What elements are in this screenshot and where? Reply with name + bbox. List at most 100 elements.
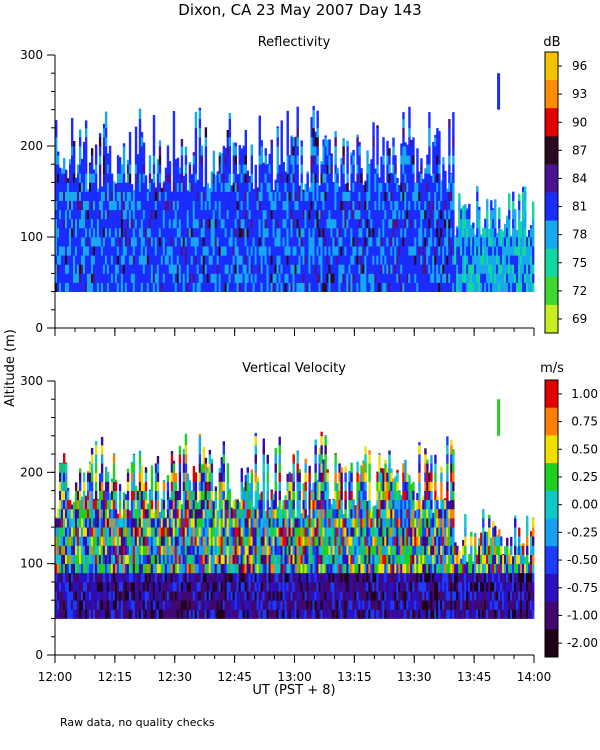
heatmap-cell: [430, 218, 433, 229]
heatmap-cell: [208, 518, 212, 528]
heatmap-cell: [226, 591, 230, 601]
heatmap-cell: [428, 237, 431, 247]
heatmap-cell: [192, 600, 196, 610]
heatmap-cell: [208, 527, 212, 537]
heatmap-cell: [272, 218, 275, 229]
heatmap-cell: [80, 237, 84, 247]
heatmap-cell: [78, 255, 82, 265]
heatmap-cell: [454, 273, 457, 283]
heatmap-cell: [176, 490, 180, 501]
heatmap-cell: [296, 237, 299, 247]
heatmap-cell: [218, 152, 222, 156]
heatmap-cell: [228, 246, 232, 256]
heatmap-cell: [220, 200, 224, 211]
heatmap-cell: [330, 237, 333, 247]
heatmap-cell: [96, 237, 100, 247]
heatmap-cell: [68, 554, 72, 565]
heatmap-cell: [240, 218, 244, 229]
heatmap-cell: [252, 237, 255, 247]
heatmap-cell: [146, 273, 150, 283]
heatmap-cell: [208, 554, 212, 565]
heatmap-cell: [57, 182, 60, 192]
heatmap-cell: [462, 273, 465, 283]
heatmap-cell: [178, 591, 182, 601]
heatmap-cell: [228, 155, 232, 165]
heatmap-cell: [330, 255, 333, 265]
heatmap-cell: [526, 264, 529, 274]
heatmap-cell: [326, 182, 329, 192]
heatmap-cell: [276, 146, 279, 156]
heatmap-cell: [142, 554, 146, 565]
heatmap-cell: [364, 282, 367, 292]
heatmap-cell: [220, 173, 224, 183]
heatmap-cell: [206, 536, 210, 546]
heatmap-cell: [104, 118, 108, 129]
heatmap-cell: [416, 164, 419, 174]
heatmap-cell: [224, 536, 228, 546]
heatmap-cell: [82, 600, 86, 610]
heatmap-cell: [116, 581, 120, 592]
heatmap-cell: [396, 191, 399, 201]
heatmap-cell: [434, 246, 437, 256]
heatmap-cell: [144, 237, 148, 247]
heatmap-cell: [84, 136, 88, 147]
heatmap-cell: [134, 227, 138, 238]
heatmap-cell: [154, 218, 158, 229]
heatmap-cell: [228, 545, 232, 555]
heatmap-cell: [108, 255, 112, 265]
heatmap-cell: [130, 591, 134, 601]
heatmap-cell: [470, 273, 473, 283]
heatmap-cell: [322, 146, 325, 156]
heatmap-cell: [194, 182, 198, 192]
heatmap-cell: [90, 472, 94, 482]
heatmap-cell: [94, 273, 98, 283]
heatmap-cell: [340, 173, 343, 183]
heatmap-cell: [384, 227, 387, 238]
heatmap-cell: [282, 273, 285, 283]
heatmap-cell: [84, 563, 88, 574]
heatmap-cell: [182, 463, 186, 473]
heatmap-cell: [140, 572, 144, 583]
heatmap-cell: [112, 237, 116, 247]
heatmap-cell: [374, 168, 377, 174]
heatmap-cell: [350, 255, 353, 265]
heatmap-cell: [186, 600, 190, 610]
heatmap-cell: [122, 255, 126, 265]
heatmap-cell: [300, 182, 303, 192]
heatmap-cell: [196, 179, 200, 183]
heatmap-cell: [408, 218, 411, 229]
heatmap-cell: [410, 255, 413, 265]
heatmap-cell: [192, 152, 196, 156]
heatmap-cell: [96, 609, 100, 619]
heatmap-cell: [410, 237, 413, 247]
heatmap-cell: [198, 609, 202, 619]
heatmap-cell: [368, 200, 371, 211]
heatmap-cell: [212, 164, 216, 174]
heatmap-cell: [55, 120, 58, 129]
heatmap-cell: [526, 282, 529, 292]
heatmap-cell: [148, 200, 152, 211]
heatmap-cell: [404, 155, 407, 165]
heatmap-cell: [342, 246, 345, 256]
heatmap-cell: [72, 518, 76, 528]
heatmap-cell: [96, 273, 100, 283]
heatmap-cell: [442, 173, 445, 183]
heatmap-cell: [162, 581, 166, 592]
heatmap-cell: [390, 218, 393, 229]
heatmap-cell: [376, 209, 379, 220]
heatmap-cell: [352, 218, 355, 229]
heatmap-cell: [212, 501, 216, 510]
heatmap-cell: [478, 273, 481, 283]
heatmap-cell: [62, 191, 66, 201]
heatmap-cell: [184, 435, 188, 446]
heatmap-cell: [286, 255, 289, 265]
heatmap-cell: [244, 191, 247, 201]
heatmap-cell: [122, 508, 126, 519]
heatmap-cell: [62, 600, 66, 610]
heatmap-cell: [410, 173, 413, 183]
heatmap-cell: [284, 246, 287, 256]
heatmap-cell: [342, 191, 345, 201]
heatmap-cell: [304, 218, 307, 229]
heatmap-cell: [132, 227, 136, 238]
heatmap-cell: [330, 200, 333, 211]
